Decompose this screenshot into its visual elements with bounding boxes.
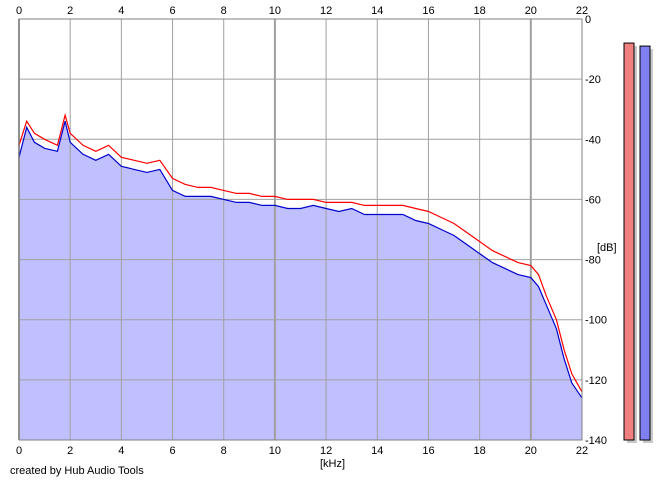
x-tick-labels-top: 0 2 4 6 8 10 12 14 16 18 20 22 bbox=[16, 5, 588, 17]
y-axis-label: [dB] bbox=[597, 242, 617, 254]
series-layer bbox=[18, 112, 583, 399]
y-tick-1: -20 bbox=[585, 74, 601, 86]
x-tick-top-6: 12 bbox=[320, 5, 332, 17]
x-tick-top-1: 2 bbox=[67, 5, 73, 17]
x-tick-bottom-0: 0 bbox=[16, 445, 22, 457]
y-tick-4: -80 bbox=[585, 255, 601, 267]
plot-border bbox=[18, 18, 583, 441]
x-tick-top-4: 8 bbox=[221, 5, 227, 17]
x-tick-top-9: 18 bbox=[474, 5, 486, 17]
level-meters bbox=[623, 42, 653, 444]
y-tick-6: -120 bbox=[585, 375, 607, 387]
series-line-0 bbox=[18, 112, 583, 393]
x-tick-top-7: 14 bbox=[371, 5, 383, 17]
footer-credit: created by Hub Audio Tools bbox=[10, 465, 144, 477]
y-tick-3: -60 bbox=[585, 194, 601, 206]
x-tick-top-3: 6 bbox=[169, 5, 175, 17]
y-tick-labels: 0 -20 -40 -60 -80 -100 -120 -140 bbox=[585, 14, 607, 447]
x-tick-top-10: 20 bbox=[525, 5, 537, 17]
x-tick-bottom-8: 16 bbox=[422, 445, 434, 457]
x-tick-top-0: 0 bbox=[16, 5, 22, 17]
x-tick-top-5: 10 bbox=[269, 5, 281, 17]
x-tick-labels-bottom: 0 2 4 6 8 10 12 14 16 18 20 22 bbox=[16, 445, 588, 457]
x-tick-bottom-5: 10 bbox=[269, 445, 281, 457]
y-tick-2: -40 bbox=[585, 134, 601, 146]
x-axis-label: [kHz] bbox=[320, 458, 345, 470]
x-tick-top-2: 4 bbox=[118, 5, 124, 17]
plot-fill-layer bbox=[19, 121, 582, 440]
x-tick-bottom-6: 12 bbox=[320, 445, 332, 457]
x-tick-top-8: 16 bbox=[422, 5, 434, 17]
y-tick-5: -100 bbox=[585, 315, 607, 327]
y-tick-7: -140 bbox=[585, 435, 607, 447]
meter-bar-1 bbox=[639, 45, 651, 441]
x-tick-bottom-3: 6 bbox=[169, 445, 175, 457]
x-tick-bottom-7: 14 bbox=[371, 445, 383, 457]
meter-bar-0 bbox=[623, 42, 635, 441]
x-tick-bottom-9: 18 bbox=[474, 445, 486, 457]
x-tick-bottom-4: 8 bbox=[221, 445, 227, 457]
x-tick-bottom-10: 20 bbox=[525, 445, 537, 457]
y-tick-0: 0 bbox=[585, 14, 591, 26]
spectrum-fill-area bbox=[19, 121, 582, 440]
x-tick-top-11: 22 bbox=[576, 5, 588, 17]
x-tick-bottom-11: 22 bbox=[576, 445, 588, 457]
x-tick-bottom-2: 4 bbox=[118, 445, 124, 457]
series-line-1 bbox=[18, 121, 583, 399]
x-tick-bottom-1: 2 bbox=[67, 445, 73, 457]
